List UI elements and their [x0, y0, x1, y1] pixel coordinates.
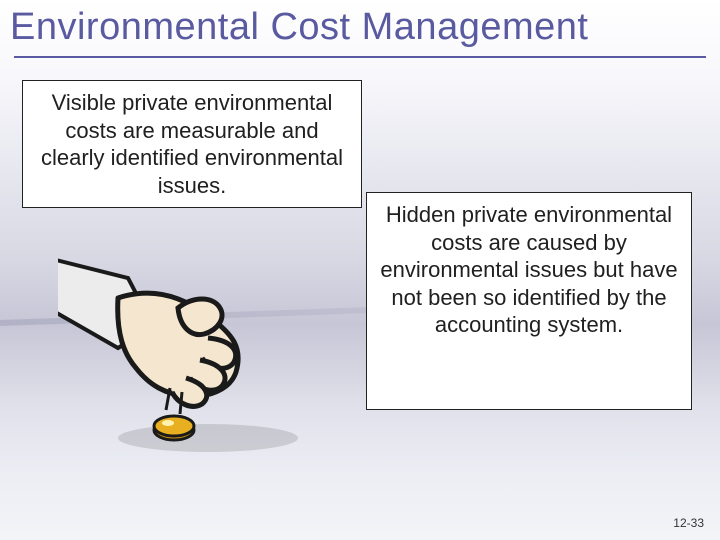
hand-dropping-coin-icon	[58, 238, 338, 458]
textbox-hidden-costs-text: Hidden private environmental costs are c…	[380, 202, 677, 337]
textbox-hidden-costs: Hidden private environmental costs are c…	[366, 192, 692, 410]
textbox-visible-costs: Visible private environmental costs are …	[22, 80, 362, 208]
page-number: 12-33	[673, 516, 704, 530]
slide: Environmental Cost Management Visible pr…	[0, 0, 720, 540]
slide-title: Environmental Cost Management	[10, 6, 710, 49]
textbox-visible-costs-text: Visible private environmental costs are …	[41, 90, 343, 198]
title-underline	[14, 56, 706, 58]
